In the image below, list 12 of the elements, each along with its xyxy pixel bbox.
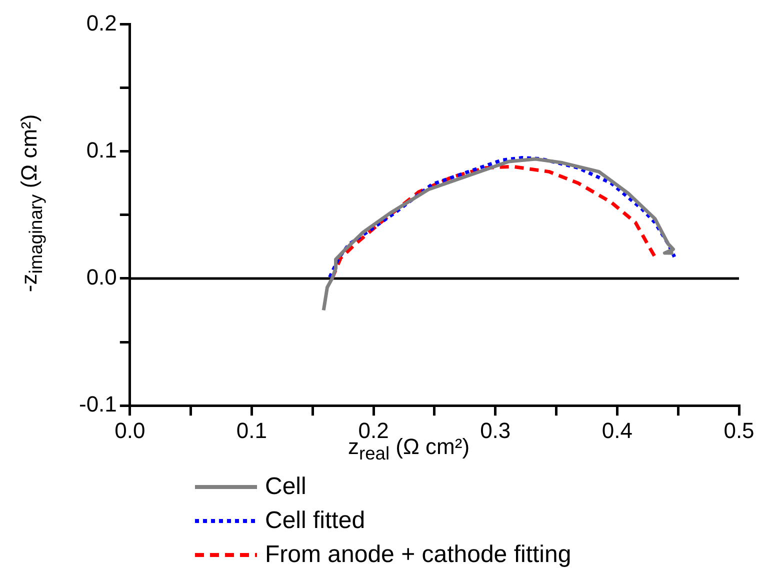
y-tick-label: 0.0 xyxy=(86,264,117,290)
x-tick-label: 0.4 xyxy=(602,418,632,443)
y-tick-label: 0.2 xyxy=(86,10,117,36)
y-tick-label: -0.1 xyxy=(78,392,117,417)
x-tick-label: 0.0 xyxy=(114,418,146,443)
legend-label: Cell fitted xyxy=(265,507,366,535)
x-tick-label: 0.1 xyxy=(236,418,268,443)
legend-label: From anode + cathode fitting xyxy=(265,541,572,569)
legend-label: Cell xyxy=(265,473,306,501)
x-tick-label: 0.3 xyxy=(480,418,511,443)
x-tick-label: 0.5 xyxy=(724,418,754,443)
y-tick-label: 0.1 xyxy=(86,137,117,162)
